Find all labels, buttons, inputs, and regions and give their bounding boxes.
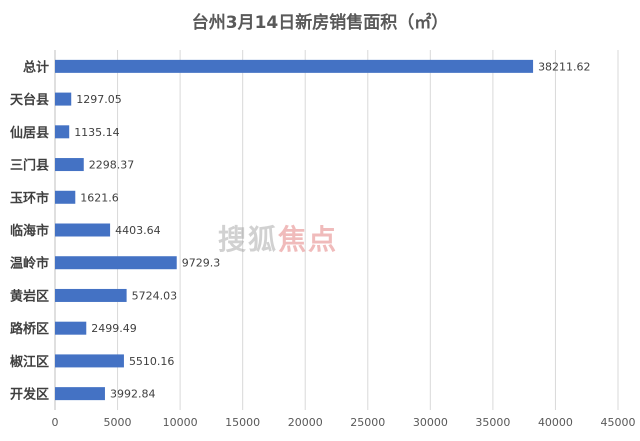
bar — [55, 92, 72, 106]
data-label: 5724.03 — [132, 289, 178, 302]
bar — [55, 190, 76, 204]
x-tick-label: 20000 — [288, 416, 323, 429]
category-label: 仙居县 — [10, 125, 49, 141]
data-label: 5510.16 — [129, 355, 175, 368]
category-label: 临海市 — [10, 223, 49, 239]
bar — [55, 223, 111, 237]
data-label: 1135.14 — [74, 126, 120, 139]
x-tick-label: 10000 — [163, 416, 198, 429]
data-label: 9729.3 — [182, 257, 221, 270]
x-tick-label: 30000 — [413, 416, 448, 429]
bar — [55, 321, 87, 335]
bar — [55, 288, 127, 302]
x-tick-label: 45000 — [601, 416, 636, 429]
bar — [55, 354, 124, 368]
watermark-logo: 搜狐焦点 — [218, 223, 339, 256]
x-tick-label: 25000 — [350, 416, 385, 429]
data-label: 2298.37 — [89, 159, 134, 172]
x-tick-label: 5000 — [104, 416, 132, 429]
data-label: 2499.49 — [91, 322, 136, 335]
x-tick-label: 40000 — [538, 416, 573, 429]
category-label: 天台县 — [10, 92, 49, 108]
data-label: 1297.05 — [76, 93, 122, 106]
category-label: 总计 — [23, 59, 49, 75]
category-label: 三门县 — [10, 158, 49, 174]
value-labels: 38211.62 1297.05 1135.14 2298.37 1621.6 4403.… — [74, 60, 590, 400]
chart-title: 台州3月14日新房销售面积（㎡） — [191, 13, 449, 33]
x-tick-label: 15000 — [225, 416, 260, 429]
data-label: 4403.64 — [115, 224, 160, 237]
data-label: 1621.6 — [80, 191, 119, 204]
data-label: 3992.84 — [110, 388, 156, 401]
bars — [55, 59, 534, 401]
data-label: 38211.62 — [538, 60, 591, 73]
x-tick-label: 0 — [52, 416, 59, 429]
category-label: 椒江区 — [10, 354, 49, 370]
bar — [55, 256, 177, 270]
category-label: 黄岩区 — [10, 288, 49, 304]
x-axis-ticks: 0 5000 10000 15000 20000 25000 30000 35000 40000… — [52, 416, 636, 429]
x-tick-label: 35000 — [475, 416, 510, 429]
bar — [55, 158, 84, 172]
category-label: 玉环市 — [10, 190, 49, 206]
bar — [55, 59, 534, 73]
category-label: 温岭市 — [10, 256, 49, 272]
bar — [55, 387, 105, 401]
category-label: 开发区 — [10, 387, 49, 403]
category-label: 路桥区 — [10, 321, 49, 337]
bar — [55, 125, 70, 139]
